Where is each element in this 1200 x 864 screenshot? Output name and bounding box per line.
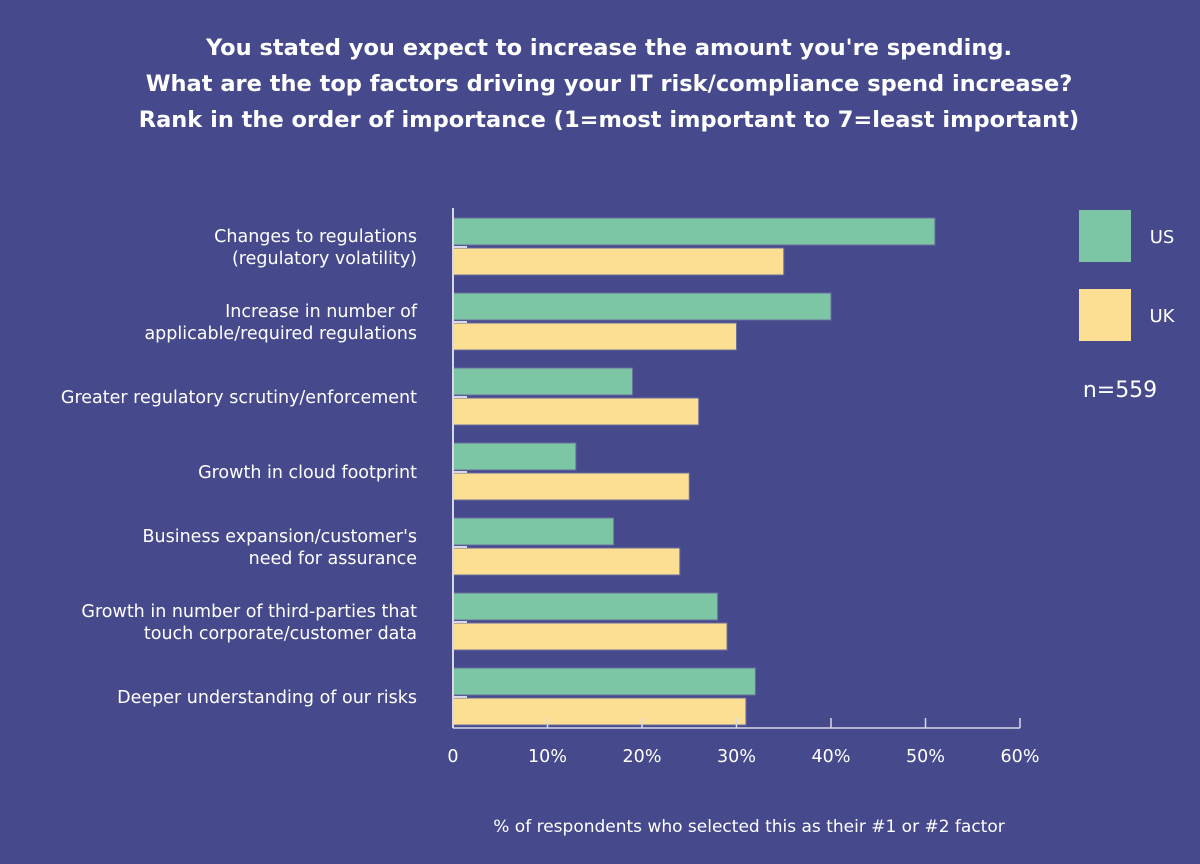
legend: US UK (1079, 210, 1176, 341)
bar-us (452, 442, 577, 471)
x-tick-label: 0 (447, 747, 458, 767)
category-label: Changes to regulations (214, 227, 417, 247)
category-label: Business expansion/customer's (143, 527, 417, 547)
title-line: What are the top factors driving your IT… (145, 71, 1073, 97)
category-label: touch corporate/customer data (144, 624, 417, 644)
bar-us (452, 367, 634, 396)
x-tick-label: 30% (717, 747, 756, 767)
x-tick-label: 40% (812, 747, 851, 767)
bar-us (452, 217, 936, 246)
category-label: applicable/required regulations (144, 324, 417, 344)
category-label: Growth in cloud footprint (198, 463, 417, 483)
bar-uk (452, 472, 690, 501)
sample-size-annotation: n=559 (1083, 378, 1157, 403)
category-label: Greater regulatory scrutiny/enforcement (61, 388, 417, 408)
category-label: need for assurance (249, 549, 417, 569)
legend-label-uk: UK (1150, 306, 1176, 327)
x-tick-label: 50% (906, 747, 945, 767)
bar-us (452, 667, 756, 696)
bar-us (452, 592, 719, 621)
bar-uk (452, 397, 700, 426)
category-label: Growth in number of third-parties that (81, 602, 417, 622)
bar-us (452, 517, 615, 546)
category-label: Deeper understanding of our risks (117, 688, 417, 708)
x-tick-label: 10% (528, 747, 567, 767)
title-line: You stated you expect to increase the am… (205, 35, 1013, 61)
category-label: Increase in number of (225, 302, 418, 322)
legend-swatch-us (1079, 210, 1131, 262)
bar-uk (452, 322, 737, 351)
x-tick-label: 60% (1001, 747, 1040, 767)
bar-uk (452, 697, 747, 726)
title-line: Rank in the order of importance (1=most … (138, 107, 1080, 133)
x-tick-label: 20% (623, 747, 662, 767)
legend-swatch-uk (1079, 289, 1131, 341)
x-axis-label: % of respondents who selected this as th… (493, 817, 1005, 837)
chart-title: You stated you expect to increase the am… (0, 30, 1200, 138)
bar-uk (452, 547, 681, 576)
category-label: (regulatory volatility) (232, 249, 417, 269)
bar-us (452, 292, 832, 321)
bar-uk (452, 247, 785, 276)
bar-uk (452, 622, 728, 651)
legend-label-us: US (1150, 227, 1175, 248)
